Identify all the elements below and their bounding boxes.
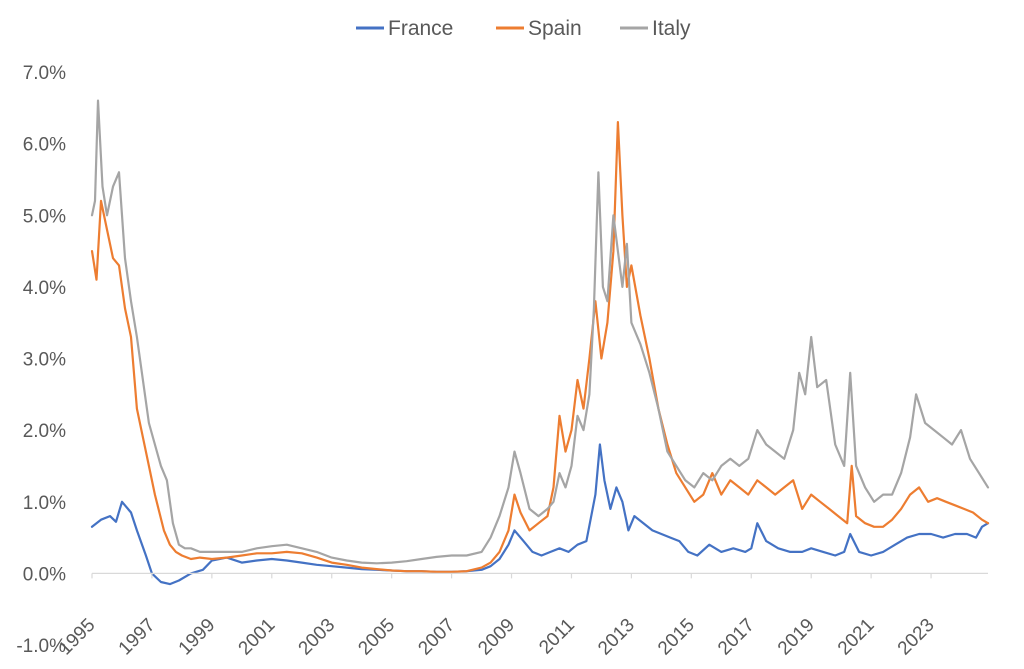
series-layer	[90, 99, 990, 586]
y-tick-label: 1.0%	[23, 493, 66, 514]
y-tick-label: 2.0%	[23, 421, 66, 442]
x-tick-label: 2011	[535, 615, 579, 659]
legend-label-italy: Italy	[652, 17, 691, 40]
x-axis: 1995 1997 1999 2001 2003 2005 2007 2009 2011 2013…	[55, 573, 939, 659]
x-tick-label: 2005	[354, 615, 399, 660]
x-tick-label: 1997	[115, 615, 160, 660]
legend-label-france: France	[388, 17, 453, 40]
y-tick-label: 6.0%	[23, 135, 66, 156]
y-tick-label: 5.0%	[23, 206, 66, 227]
y-axis: -1.0% 0.0% 1.0% 2.0% 3.0% 4.0% 5.0% 6.0% 7.0%	[16, 63, 66, 657]
x-tick-label: 2021	[834, 615, 879, 660]
x-tick-label: 2003	[295, 615, 340, 660]
x-tick-label: 2015	[654, 615, 699, 660]
x-tick-label: 2023	[894, 615, 939, 660]
y-tick-label: 0.0%	[23, 564, 66, 585]
x-tick-label: 2009	[474, 615, 519, 660]
legend-label-spain: Spain	[528, 17, 582, 40]
x-tick-label: 2007	[414, 615, 459, 660]
x-tick-label: 1999	[175, 615, 220, 660]
legend: France Spain Italy	[356, 17, 691, 40]
y-tick-label: 4.0%	[23, 278, 66, 299]
y-tick-label: -1.0%	[16, 636, 66, 657]
y-tick-label: 3.0%	[23, 350, 66, 371]
x-tick-label: 2013	[594, 615, 639, 660]
x-tick-label: 2001	[235, 615, 280, 660]
y-tick-label: 7.0%	[23, 63, 66, 84]
series-line-italy	[90, 99, 990, 565]
x-tick-label: 2019	[774, 615, 819, 660]
series-line-spain	[90, 121, 990, 573]
x-tick-label: 2017	[714, 615, 759, 660]
